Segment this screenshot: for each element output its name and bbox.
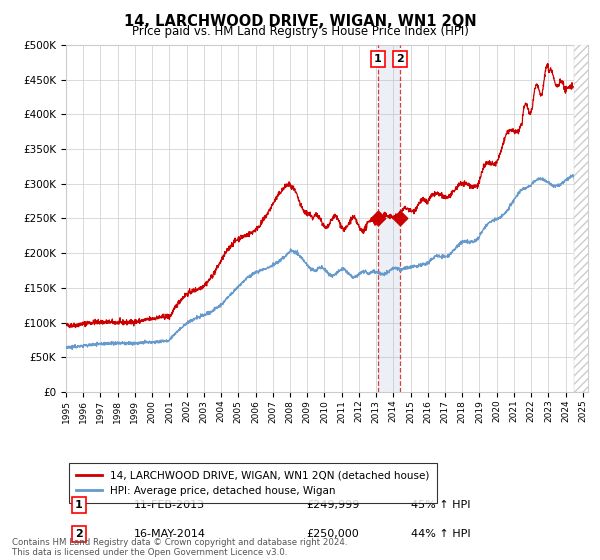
Text: 16-MAY-2014: 16-MAY-2014 (134, 529, 206, 539)
Text: £250,000: £250,000 (306, 529, 359, 539)
Bar (574, 45, 592, 392)
Text: 2: 2 (396, 54, 404, 64)
Text: 2: 2 (75, 529, 83, 539)
Legend: 14, LARCHWOOD DRIVE, WIGAN, WN1 2QN (detached house), HPI: Average price, detach: 14, LARCHWOOD DRIVE, WIGAN, WN1 2QN (det… (68, 463, 437, 503)
Text: 1: 1 (75, 500, 83, 510)
Text: Contains HM Land Registry data © Crown copyright and database right 2024.
This d: Contains HM Land Registry data © Crown c… (12, 538, 347, 557)
Point (395, 214, 404, 223)
Text: £249,999: £249,999 (306, 500, 359, 510)
Point (373, 214, 383, 223)
Text: 14, LARCHWOOD DRIVE, WIGAN, WN1 2QN: 14, LARCHWOOD DRIVE, WIGAN, WN1 2QN (124, 14, 476, 29)
Text: 1: 1 (374, 54, 382, 64)
Text: 44% ↑ HPI: 44% ↑ HPI (410, 529, 470, 539)
Text: 11-FEB-2013: 11-FEB-2013 (134, 500, 205, 510)
Text: Price paid vs. HM Land Registry's House Price Index (HPI): Price paid vs. HM Land Registry's House … (131, 25, 469, 38)
Text: 45% ↑ HPI: 45% ↑ HPI (410, 500, 470, 510)
Bar (378, 45, 400, 392)
